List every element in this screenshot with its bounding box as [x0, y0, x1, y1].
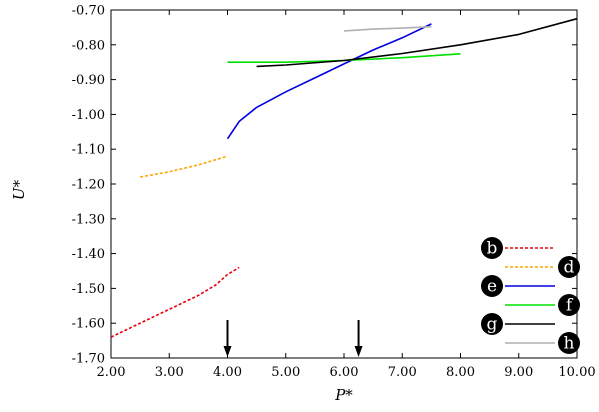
series-line-e: [226, 23, 432, 140]
x-tick-label: 2.00: [97, 365, 126, 380]
legend-badge-b: [481, 237, 503, 259]
y-axis-title: U*: [10, 179, 28, 200]
series-line-d: [139, 155, 228, 178]
y-tick-label: -1.30: [72, 212, 105, 227]
y-tick-label: -1.40: [72, 247, 105, 262]
legend-badge-e: [481, 275, 503, 297]
x-tick-label: 8.00: [446, 365, 475, 380]
legend-label-d: d: [564, 258, 575, 278]
x-axis-title: P*: [334, 386, 353, 404]
x-tick-label: 5.00: [271, 365, 300, 380]
y-tick-label: -0.70: [72, 4, 105, 19]
y-axis-ticks: -0.70 -0.80 -0.90 -1.00 -1.10 -1.20 -1.30 -1.40…: [72, 4, 577, 367]
arrows: [223, 320, 363, 357]
legend-label-h: h: [564, 334, 575, 354]
series-line-g: [256, 17, 578, 68]
x-tick-label: 10.00: [558, 365, 595, 380]
arrow-head: [223, 346, 232, 357]
series-lines: [110, 17, 578, 338]
legend-badge-h: [558, 332, 580, 354]
x-tick-label: 9.00: [504, 365, 533, 380]
y-tick-label: -1.00: [72, 108, 105, 123]
y-tick-label: -0.90: [72, 73, 105, 88]
x-tick-label: 4.00: [213, 365, 242, 380]
x-tick-label: 6.00: [330, 365, 359, 380]
x-tick-label: 3.00: [155, 365, 184, 380]
legend: b d e f g h: [481, 237, 580, 354]
x-axis-ticks: 2.00 3.00 4.00 5.00 6.00 7.00 8.00 9.00 10.00: [97, 10, 596, 380]
series-line-h: [343, 25, 432, 32]
legend-badge-f: [558, 294, 580, 316]
y-tick-label: -1.60: [72, 317, 105, 332]
legend-badge-d: [558, 256, 580, 278]
legend-label-g: g: [487, 315, 498, 335]
y-tick-label: -1.20: [72, 178, 105, 193]
series-line-b: [110, 266, 240, 338]
arrow-head: [354, 346, 363, 357]
y-tick-label: -0.80: [72, 38, 105, 53]
y-tick-label: -1.50: [72, 282, 105, 297]
legend-badge-g: [481, 313, 503, 335]
x-tick-label: 7.00: [388, 365, 417, 380]
legend-label-e: e: [487, 277, 497, 297]
y-tick-label: -1.70: [72, 352, 105, 367]
y-tick-label: -1.10: [72, 143, 105, 158]
legend-label-f: f: [566, 296, 574, 316]
legend-label-b: b: [487, 239, 498, 259]
